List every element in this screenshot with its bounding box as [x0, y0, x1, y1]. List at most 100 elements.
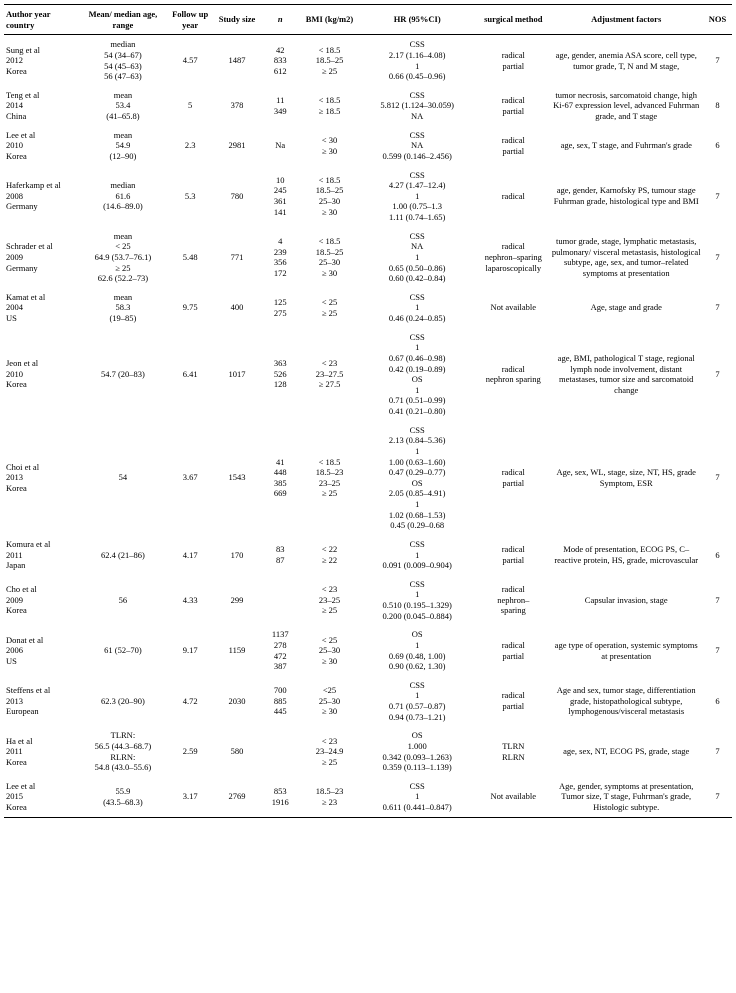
bmi-cell: < 2323–25≥ 25 — [302, 575, 357, 626]
hr-cell: CSS10.510 (0.195–1.329)0.200 (0.045–0.88… — [357, 575, 477, 626]
table-row: Donat et al2006US61 (52–70)9.17115911372… — [4, 625, 732, 676]
surg-cell: radicalpartial — [477, 676, 549, 727]
author-cell: Jeon et al2010Korea — [4, 328, 81, 421]
fu-cell: 5.3 — [165, 166, 215, 227]
col-age: Mean/ median age, range — [81, 5, 165, 35]
nos-cell: 7 — [703, 227, 732, 288]
table-row: Schrader et al2009Germanymean< 2564.9 (5… — [4, 227, 732, 288]
adj-cell: Age, gender, symptoms at presentation, T… — [549, 777, 703, 817]
surg-cell: radicalpartial — [477, 126, 549, 166]
size-cell: 771 — [215, 227, 258, 288]
bmi-cell: < 2525–30≥ 30 — [302, 625, 357, 676]
bmi-cell: < 2323–24.9≥ 25 — [302, 726, 357, 777]
fu-cell: 4.57 — [165, 35, 215, 86]
size-cell: 400 — [215, 288, 258, 328]
fu-cell: 9.75 — [165, 288, 215, 328]
author-cell: Lee et al2015Korea — [4, 777, 81, 817]
age-cell: mean54.9(12–90) — [81, 126, 165, 166]
age-cell: 54.7 (20–83) — [81, 328, 165, 421]
fu-cell: 3.67 — [165, 421, 215, 535]
adj-cell: age, BMI, pathological T stage, regional… — [549, 328, 703, 421]
bmi-cell: < 18.518.5–2525–30≥ 30 — [302, 227, 357, 288]
col-fu: Follow up year — [165, 5, 215, 35]
hr-cell: OS1.0000.342 (0.093–1.263)0.359 (0.113–1… — [357, 726, 477, 777]
nos-cell: 7 — [703, 575, 732, 626]
fu-cell: 4.17 — [165, 535, 215, 575]
size-cell: 1017 — [215, 328, 258, 421]
age-cell: 62.4 (21–86) — [81, 535, 165, 575]
table-row: Choi et al2013Korea543.67154341448385669… — [4, 421, 732, 535]
adj-cell: age, gender, anemia ASA score, cell type… — [549, 35, 703, 86]
nos-cell: 8 — [703, 86, 732, 126]
adj-cell: tumor grade, stage, lymphatic metastasis… — [549, 227, 703, 288]
age-cell: median61.6(14.6–89.0) — [81, 166, 165, 227]
table-row: Teng et al2014Chinamean53.4(41–65.8)5378… — [4, 86, 732, 126]
col-adj: Adjustment factors — [549, 5, 703, 35]
bmi-cell: < 18.518.5–25≥ 25 — [302, 35, 357, 86]
age-cell: 61 (52–70) — [81, 625, 165, 676]
nos-cell: 7 — [703, 328, 732, 421]
size-cell: 2030 — [215, 676, 258, 727]
author-cell: Lee et al2010Korea — [4, 126, 81, 166]
author-cell: Komura et al2011Japan — [4, 535, 81, 575]
age-cell: 62.3 (20–90) — [81, 676, 165, 727]
n-cell: 42833612 — [259, 35, 302, 86]
hr-cell: CSS10.091 (0.009–0.904) — [357, 535, 477, 575]
table-row: Komura et al2011Japan62.4 (21–86)4.17170… — [4, 535, 732, 575]
nos-cell: 7 — [703, 166, 732, 227]
nos-cell: 7 — [703, 421, 732, 535]
bmi-cell: < 2323–27.5≥ 27.5 — [302, 328, 357, 421]
bmi-cell: < 18.518.5–2525–30≥ 30 — [302, 166, 357, 227]
surg-cell: Not available — [477, 777, 549, 817]
studies-table: Author year country Mean/ median age, ra… — [4, 4, 732, 818]
size-cell: 2981 — [215, 126, 258, 166]
surg-cell: radicalpartial — [477, 86, 549, 126]
adj-cell: age, gender, Karnofsky PS, tumour stage … — [549, 166, 703, 227]
size-cell: 299 — [215, 575, 258, 626]
table-row: Jeon et al2010Korea54.7 (20–83)6.4110173… — [4, 328, 732, 421]
adj-cell: age type of operation, systemic symptoms… — [549, 625, 703, 676]
fu-cell: 5 — [165, 86, 215, 126]
size-cell: 580 — [215, 726, 258, 777]
n-cell: 4239356172 — [259, 227, 302, 288]
nos-cell: 7 — [703, 35, 732, 86]
adj-cell: age, sex, T stage, and Fuhrman's grade — [549, 126, 703, 166]
table-row: Steffens et al2013European62.3 (20–90)4.… — [4, 676, 732, 727]
author-cell: Ha et al2011Korea — [4, 726, 81, 777]
size-cell: 780 — [215, 166, 258, 227]
age-cell: 55.9(43.5–68.3) — [81, 777, 165, 817]
nos-cell: 6 — [703, 535, 732, 575]
age-cell: 54 — [81, 421, 165, 535]
size-cell: 1543 — [215, 421, 258, 535]
n-cell: 363526128 — [259, 328, 302, 421]
hr-cell: CSS10.46 (0.24–0.85) — [357, 288, 477, 328]
surg-cell: Not available — [477, 288, 549, 328]
surg-cell: radicalpartial — [477, 421, 549, 535]
author-cell: Teng et al2014China — [4, 86, 81, 126]
n-cell — [259, 726, 302, 777]
size-cell: 378 — [215, 86, 258, 126]
fu-cell: 4.72 — [165, 676, 215, 727]
bmi-cell: < 30≥ 30 — [302, 126, 357, 166]
n-cell: 8531916 — [259, 777, 302, 817]
n-cell: 8387 — [259, 535, 302, 575]
n-cell: 700885445 — [259, 676, 302, 727]
author-cell: Haferkamp et al2008Germany — [4, 166, 81, 227]
age-cell: mean< 2564.9 (53.7–76.1)≥ 2562.6 (52.2–7… — [81, 227, 165, 288]
fu-cell: 2.3 — [165, 126, 215, 166]
surg-cell: radicalpartial — [477, 35, 549, 86]
n-cell: 1137278472387 — [259, 625, 302, 676]
size-cell: 170 — [215, 535, 258, 575]
fu-cell: 2.59 — [165, 726, 215, 777]
age-cell: mean58.3(19–85) — [81, 288, 165, 328]
table-row: Lee et al2015Korea55.9(43.5–68.3)3.17276… — [4, 777, 732, 817]
n-cell: 10245361141 — [259, 166, 302, 227]
adj-cell: Mode of presentation, ECOG PS, C–reactiv… — [549, 535, 703, 575]
surg-cell: radicalpartial — [477, 625, 549, 676]
adj-cell: Age, sex, WL, stage, size, NT, HS, grade… — [549, 421, 703, 535]
age-cell: 56 — [81, 575, 165, 626]
table-row: Haferkamp et al2008Germanymedian61.6(14.… — [4, 166, 732, 227]
surg-cell: radicalpartial — [477, 535, 549, 575]
author-cell: Donat et al2006US — [4, 625, 81, 676]
col-bmi: BMI (kg/m2) — [302, 5, 357, 35]
